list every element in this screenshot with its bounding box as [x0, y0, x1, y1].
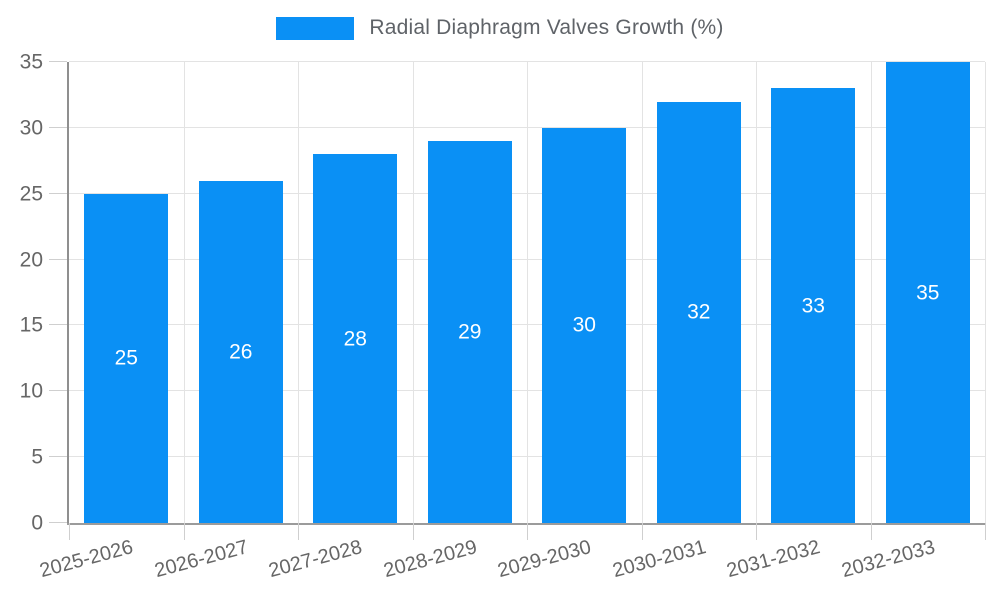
bar-value-label: 33: [801, 294, 825, 318]
x-axis-tick-label: 2026-2027: [152, 536, 251, 583]
y-axis-tick-label: 0: [31, 511, 43, 535]
y-gridline: [69, 61, 985, 62]
x-gridline: [412, 62, 414, 523]
bar[interactable]: 26: [198, 180, 283, 523]
bar[interactable]: 25: [84, 193, 169, 523]
legend-swatch[interactable]: [276, 16, 355, 40]
x-gridline: [985, 62, 986, 523]
x-tick: [641, 523, 643, 540]
y-axis-line: [67, 62, 69, 525]
x-tick: [756, 523, 757, 540]
bar[interactable]: 29: [427, 141, 512, 523]
legend: Radial Diaphragm Valves Growth (%): [0, 16, 1000, 40]
bar[interactable]: 30: [542, 127, 627, 523]
bar[interactable]: 28: [313, 154, 398, 523]
x-axis-tick-label: 2032-2033: [839, 536, 938, 583]
y-tick: [49, 522, 67, 523]
bar-value-label: 35: [916, 281, 940, 304]
x-gridline: [870, 62, 872, 523]
bar-value-label: 29: [458, 320, 482, 344]
y-tick: [49, 390, 67, 392]
x-axis-tick-label: 2030-2031: [610, 536, 709, 583]
y-axis-tick-label: 30: [19, 116, 43, 140]
bar[interactable]: 35: [885, 62, 970, 523]
bar-value-label: 32: [687, 300, 711, 324]
x-tick: [183, 523, 185, 540]
bar-value-label: 25: [114, 346, 138, 370]
x-gridline: [183, 62, 185, 523]
y-axis-tick-label: 20: [19, 248, 43, 272]
x-tick: [985, 523, 986, 540]
x-axis-tick-label: 2031-2032: [724, 536, 823, 583]
x-gridline: [641, 62, 643, 523]
y-axis-tick-label: 10: [19, 379, 43, 403]
y-tick: [49, 324, 67, 326]
x-axis-tick-label: 2027-2028: [266, 536, 365, 583]
x-gridline: [756, 62, 757, 523]
y-axis-tick-label: 35: [19, 50, 43, 74]
bar-value-label: 30: [572, 313, 596, 337]
y-axis-tick-label: 25: [19, 182, 43, 206]
x-axis-tick-label: 2028-2029: [381, 536, 480, 583]
x-tick: [870, 523, 872, 540]
x-gridline: [527, 62, 528, 523]
bar-value-label: 28: [343, 327, 367, 351]
x-gridline: [298, 62, 299, 523]
y-tick: [49, 61, 67, 62]
x-axis-line: [67, 523, 985, 525]
x-axis-tick-label: 2025-2026: [37, 536, 136, 583]
y-tick: [49, 126, 67, 128]
x-tick: [298, 523, 299, 540]
bar[interactable]: 33: [771, 88, 856, 523]
bar-value-label: 26: [229, 340, 253, 364]
legend-label: Radial Diaphragm Valves Growth (%): [369, 16, 724, 39]
y-axis-tick-label: 5: [31, 445, 43, 469]
y-tick: [49, 192, 67, 194]
x-tick: [412, 523, 414, 540]
y-axis-tick-label: 15: [19, 313, 43, 337]
x-tick: [69, 523, 70, 540]
x-axis-tick-label: 2029-2030: [495, 536, 594, 583]
y-tick: [49, 456, 67, 458]
plot-area: 0 5 10 15 20 25 30 35 25 2025-2026 26 2026-2027 28 20…: [20, 52, 986, 582]
bar[interactable]: 32: [656, 101, 741, 523]
x-tick: [527, 523, 528, 540]
y-tick: [49, 258, 67, 260]
